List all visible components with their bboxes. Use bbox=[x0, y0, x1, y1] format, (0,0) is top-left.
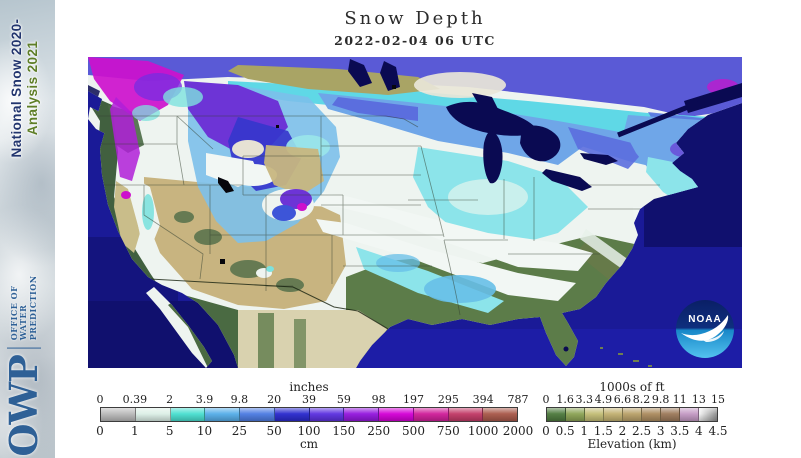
elevation-ft-labels: 0 1.6 3.3 4.9 6.6 8.2 9.8 11 13 15 bbox=[542, 393, 726, 406]
legend-elev-tick-label: 13 bbox=[691, 393, 706, 406]
owp-logo[interactable]: OWP OFFICE OF WATER PREDICTION bbox=[1, 275, 46, 457]
program-banner-line2: Analysis 2021 bbox=[25, 40, 40, 136]
legend-depth-tick-label: 1000 bbox=[467, 424, 499, 438]
legend-depth-segment bbox=[309, 408, 345, 421]
depth-legend-unit: cm bbox=[299, 437, 319, 451]
legend-elev-tick-label: 6.6 bbox=[613, 393, 632, 406]
legend-depth-tick-label: 100 bbox=[297, 424, 321, 438]
legend-depth-segment bbox=[413, 408, 449, 421]
legend-elev-tick-label: 15 bbox=[711, 393, 725, 406]
owp-logo-text: OWP bbox=[1, 355, 46, 457]
noaa-logo-text: NOAA bbox=[688, 314, 721, 325]
legend-depth-tick-label: 39 bbox=[302, 393, 316, 406]
legend-elev-tick-label: 3.3 bbox=[575, 393, 593, 406]
snow-depth-legend: inches 0 0.39 2 3.9 9.8 20 39 59 98 197 295 394 787 … bbox=[96, 380, 533, 451]
legend-depth-segment bbox=[135, 408, 171, 421]
snow-depth-map[interactable]: NOAA bbox=[88, 57, 742, 368]
noaa-logo: NOAA bbox=[676, 300, 734, 358]
noaa-seagull-icon bbox=[681, 315, 729, 341]
legend-elev-segment bbox=[604, 408, 623, 421]
legend-depth-tick-label: 2 bbox=[166, 393, 174, 406]
legend-depth-tick-label: 150 bbox=[332, 424, 356, 438]
legend-elev-tick-label: 3 bbox=[656, 424, 665, 438]
legend-depth-tick-label: 250 bbox=[367, 424, 391, 438]
legend-depth-segment bbox=[240, 408, 275, 421]
legend-elev-segment bbox=[566, 408, 585, 421]
legend-depth-tick-label: 0.39 bbox=[122, 393, 148, 406]
sidebar: National Snow 2020- Analysis 2021 OWP OF… bbox=[0, 0, 55, 458]
legend-elev-tick-label: 3.5 bbox=[670, 424, 690, 438]
legend-depth-tick-label: 3.9 bbox=[195, 393, 214, 406]
legend-elev-segment bbox=[585, 408, 604, 421]
page-title: Snow Depth bbox=[344, 8, 486, 29]
legend-depth-tick-label: 750 bbox=[436, 424, 460, 438]
owp-sub-line: PREDICTION bbox=[27, 275, 38, 341]
legend-depth-tick-label: 394 bbox=[472, 393, 494, 406]
legend-depth-tick-label: 20 bbox=[267, 393, 282, 406]
legend-depth-segment bbox=[101, 408, 136, 421]
elevation-legend-unit: Elevation (km) bbox=[587, 437, 677, 451]
legend-depth-tick-label: 25 bbox=[231, 424, 247, 438]
legend-depth-tick-label: 5 bbox=[165, 424, 174, 438]
legend-depth-segment bbox=[379, 408, 414, 421]
legend-depth-tick-label: 295 bbox=[437, 393, 459, 406]
elevation-colorbar bbox=[546, 407, 718, 422]
legend-depth-tick-label: 10 bbox=[196, 424, 213, 438]
legend-elev-segment bbox=[680, 408, 699, 421]
mexico-region bbox=[238, 310, 388, 368]
depth-colorbar bbox=[100, 407, 518, 422]
legend-depth-segment bbox=[170, 408, 206, 421]
legend-depth-tick-label: 59 bbox=[336, 393, 351, 406]
legend-depth-tick-label: 787 bbox=[507, 393, 529, 406]
legend-elev-tick-label: 1.5 bbox=[593, 424, 613, 438]
elevation-km-labels: 0 0.5 1 1.5 2 2.5 3 3.5 4 4.5 bbox=[542, 424, 727, 438]
legend-elev-tick-label: 0 bbox=[542, 424, 550, 438]
state-borders bbox=[97, 115, 660, 316]
owp-logo-subtitle: OFFICE OF WATER PREDICTION bbox=[9, 275, 39, 341]
elevation-legend-title: 1000s of ft bbox=[599, 380, 665, 394]
legend-depth-tick-label: 50 bbox=[266, 424, 282, 438]
depth-legend-title: inches bbox=[289, 380, 329, 394]
legend-elev-segment bbox=[623, 408, 642, 421]
legend-elev-segment bbox=[642, 408, 661, 421]
legend-elev-segment bbox=[661, 408, 680, 421]
map-timestamp: 2022-02-04 06 UTC bbox=[334, 33, 496, 48]
program-banner: National Snow 2020- Analysis 2021 bbox=[9, 19, 41, 158]
legend-elev-tick-label: 2 bbox=[618, 424, 627, 438]
program-banner-line1: National Snow 2020- bbox=[9, 18, 24, 158]
legend-elev-tick-label: 0 bbox=[542, 393, 550, 406]
legend-depth-segment bbox=[344, 408, 379, 421]
legend-depth-tick-label: 9.8 bbox=[230, 393, 249, 406]
legend-elev-tick-label: 1 bbox=[580, 424, 589, 438]
legend-elev-tick-label: 1.6 bbox=[556, 393, 574, 406]
legend-elev-tick-label: 0.5 bbox=[555, 424, 575, 438]
legend-elev-tick-label: 4 bbox=[695, 424, 703, 438]
island-specks bbox=[600, 347, 652, 367]
legend-elev-tick-label: 11 bbox=[672, 393, 687, 406]
legend-depth-tick-label: 500 bbox=[402, 424, 425, 438]
legend-depth-segment bbox=[483, 408, 517, 421]
legend-depth-segment bbox=[274, 408, 310, 421]
legend-elev-tick-label: 4.5 bbox=[708, 424, 728, 438]
map-specks bbox=[218, 85, 396, 264]
depth-cm-labels: 0 1 5 10 25 50 100 150 250 500 750 1000 2000 bbox=[96, 424, 533, 438]
legend-depth-tick-label: 0 bbox=[96, 424, 104, 438]
legend-elev-segment bbox=[547, 408, 566, 421]
legend-depth-segment bbox=[448, 408, 484, 421]
legend-depth-tick-label: 98 bbox=[371, 393, 386, 406]
legend-depth-tick-label: 197 bbox=[403, 393, 424, 406]
legend-depth-segment bbox=[205, 408, 240, 421]
depth-inches-labels: 0 0.39 2 3.9 9.8 20 39 59 98 197 295 394 787 bbox=[96, 393, 529, 406]
legend-elev-tick-label: 2.5 bbox=[632, 424, 652, 438]
legend-depth-tick-label: 2000 bbox=[502, 424, 534, 438]
legend-elev-tick-label: 4.9 bbox=[594, 393, 613, 406]
legend-depth-tick-label: 0 bbox=[96, 393, 104, 406]
owp-logo-divider bbox=[7, 347, 41, 349]
legend-elev-tick-label: 8.2 bbox=[632, 393, 651, 406]
legend-elev-segment bbox=[699, 408, 717, 421]
legend-elev-tick-label: 9.8 bbox=[651, 393, 670, 406]
legend-depth-tick-label: 1 bbox=[131, 424, 139, 438]
